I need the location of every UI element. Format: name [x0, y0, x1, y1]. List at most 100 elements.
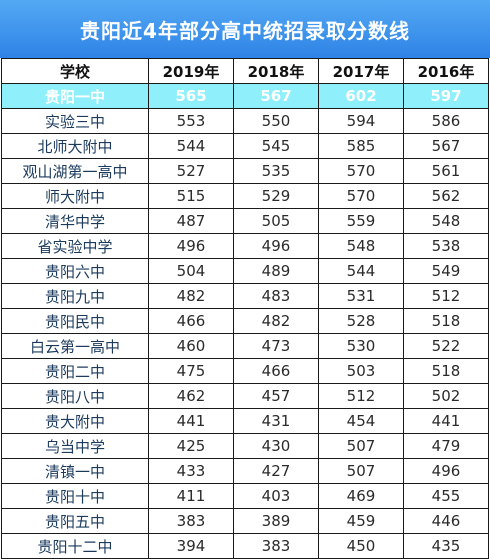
score-cell: 411 — [148, 483, 234, 509]
school-name-cell: 贵大附中 — [1, 408, 149, 434]
school-name-cell: 贵阳八中 — [1, 383, 149, 409]
score-cell: 512 — [318, 383, 404, 409]
score-cell: 585 — [318, 133, 404, 159]
table-row: 清华中学 487 505 559 548 — [1, 208, 489, 234]
score-cell: 538 — [403, 233, 489, 259]
score-cell: 455 — [403, 483, 489, 509]
score-cell: 531 — [318, 283, 404, 309]
school-name-cell: 贵阳五中 — [1, 508, 149, 534]
score-cell: 504 — [148, 258, 234, 284]
score-cell: 528 — [318, 308, 404, 334]
score-cell: 518 — [403, 358, 489, 384]
header-school: 学校 — [1, 58, 149, 84]
school-name-cell: 白云第一高中 — [1, 333, 149, 359]
score-cell: 550 — [233, 108, 319, 134]
score-cell: 435 — [403, 533, 489, 559]
school-name-cell: 北师大附中 — [1, 133, 149, 159]
table-row: 贵阳九中 482 483 531 512 — [1, 283, 489, 309]
score-cell: 431 — [233, 408, 319, 434]
score-cell: 561 — [403, 158, 489, 184]
score-cell: 505 — [233, 208, 319, 234]
score-cell: 479 — [403, 433, 489, 459]
score-cell: 507 — [318, 458, 404, 484]
score-cell: 496 — [148, 233, 234, 259]
score-cell: 544 — [148, 133, 234, 159]
header-2017: 2017年 — [318, 58, 404, 84]
table-row: 贵大附中 441 431 454 441 — [1, 408, 489, 434]
score-cell: 473 — [233, 333, 319, 359]
score-cell: 383 — [233, 533, 319, 559]
table-row: 贵阳十中 411 403 469 455 — [1, 483, 489, 509]
school-name-cell: 观山湖第一高中 — [1, 158, 149, 184]
school-name-cell: 贵阳民中 — [1, 308, 149, 334]
header-row: 学校 2019年 2018年 2017年 2016年 — [1, 58, 489, 84]
score-cell: 454 — [318, 408, 404, 434]
score-cell: 545 — [233, 133, 319, 159]
score-cell: 469 — [318, 483, 404, 509]
score-cell: 427 — [233, 458, 319, 484]
school-name-cell: 省实验中学 — [1, 233, 149, 259]
score-cell: 475 — [148, 358, 234, 384]
school-name-cell: 师大附中 — [1, 183, 149, 209]
table-row: 贵阳一中 565 567 602 597 — [1, 83, 489, 109]
header-2016: 2016年 — [403, 58, 489, 84]
school-name-cell: 清镇一中 — [1, 458, 149, 484]
school-name-cell: 乌当中学 — [1, 433, 149, 459]
table-row: 贵阳五中 383 389 459 446 — [1, 508, 489, 534]
score-cell: 450 — [318, 533, 404, 559]
score-cell: 482 — [148, 283, 234, 309]
score-cell: 489 — [233, 258, 319, 284]
table-row: 师大附中 515 529 570 562 — [1, 183, 489, 209]
score-cell: 482 — [233, 308, 319, 334]
school-name-cell: 贵阳一中 — [1, 83, 149, 109]
score-cell: 515 — [148, 183, 234, 209]
score-cell: 512 — [403, 283, 489, 309]
table-row: 观山湖第一高中 527 535 570 561 — [1, 158, 489, 184]
score-cell: 394 — [148, 533, 234, 559]
score-cell: 466 — [148, 308, 234, 334]
score-cell: 496 — [403, 458, 489, 484]
score-cell: 502 — [403, 383, 489, 409]
table-title: 贵阳近4年部分高中统招录取分数线 — [0, 0, 490, 58]
score-cell: 522 — [403, 333, 489, 359]
school-name-cell: 清华中学 — [1, 208, 149, 234]
table-row: 省实验中学 496 496 548 538 — [1, 233, 489, 259]
score-cell: 597 — [403, 83, 489, 109]
school-name-cell: 实验三中 — [1, 108, 149, 134]
table-row: 实验三中 553 550 594 586 — [1, 108, 489, 134]
score-cell: 567 — [233, 83, 319, 109]
score-cell: 535 — [233, 158, 319, 184]
table-row: 清镇一中 433 427 507 496 — [1, 458, 489, 484]
score-cell: 549 — [403, 258, 489, 284]
admission-score-table: 学校 2019年 2018年 2017年 2016年 贵阳一中 565 567 602… — [1, 58, 489, 559]
score-cell: 425 — [148, 433, 234, 459]
score-cell: 446 — [403, 508, 489, 534]
table-row: 贵阳六中 504 489 544 549 — [1, 258, 489, 284]
score-cell: 562 — [403, 183, 489, 209]
score-cell: 594 — [318, 108, 404, 134]
table-row: 贵阳二中 475 466 503 518 — [1, 358, 489, 384]
score-cell: 567 — [403, 133, 489, 159]
score-cell: 459 — [318, 508, 404, 534]
score-cell: 529 — [233, 183, 319, 209]
score-cell: 457 — [233, 383, 319, 409]
score-cell: 548 — [403, 208, 489, 234]
score-cell: 503 — [318, 358, 404, 384]
table-body: 贵阳一中 565 567 602 597 实验三中 553 550 594 586 北师大附中 544… — [1, 83, 489, 559]
score-cell: 460 — [148, 333, 234, 359]
score-cell: 565 — [148, 83, 234, 109]
score-cell: 441 — [148, 408, 234, 434]
score-cell: 462 — [148, 383, 234, 409]
table-row: 贵阳民中 466 482 528 518 — [1, 308, 489, 334]
table-row: 白云第一高中 460 473 530 522 — [1, 333, 489, 359]
score-cell: 433 — [148, 458, 234, 484]
score-cell: 466 — [233, 358, 319, 384]
score-cell: 518 — [403, 308, 489, 334]
score-cell: 389 — [233, 508, 319, 534]
school-name-cell: 贵阳十中 — [1, 483, 149, 509]
score-cell: 559 — [318, 208, 404, 234]
score-cell: 553 — [148, 108, 234, 134]
score-cell: 544 — [318, 258, 404, 284]
score-cell: 441 — [403, 408, 489, 434]
